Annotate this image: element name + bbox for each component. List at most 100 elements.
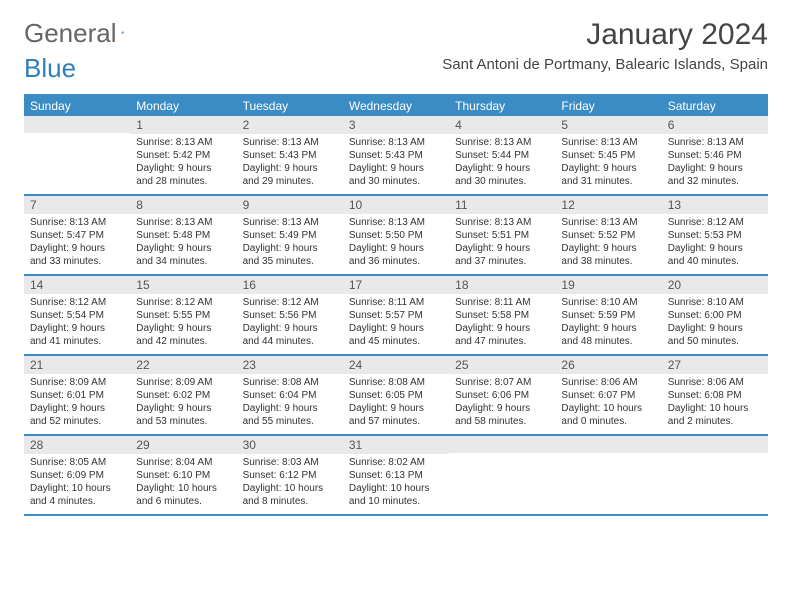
day-body (662, 453, 768, 459)
day-number: 21 (24, 356, 130, 374)
day-line: Sunrise: 8:13 AM (243, 136, 337, 149)
day-cell: 14Sunrise: 8:12 AMSunset: 5:54 PMDayligh… (24, 276, 130, 354)
day-body: Sunrise: 8:06 AMSunset: 6:08 PMDaylight:… (662, 374, 768, 432)
day-cell: 17Sunrise: 8:11 AMSunset: 5:57 PMDayligh… (343, 276, 449, 354)
day-body: Sunrise: 8:10 AMSunset: 5:59 PMDaylight:… (555, 294, 661, 352)
day-body: Sunrise: 8:03 AMSunset: 6:12 PMDaylight:… (237, 454, 343, 512)
day-cell: 1Sunrise: 8:13 AMSunset: 5:42 PMDaylight… (130, 116, 236, 194)
day-line: Sunrise: 8:13 AM (455, 136, 549, 149)
day-line: Sunset: 6:10 PM (136, 469, 230, 482)
weekday-thursday: Thursday (449, 96, 555, 116)
day-cell: 21Sunrise: 8:09 AMSunset: 6:01 PMDayligh… (24, 356, 130, 434)
day-number: 17 (343, 276, 449, 294)
day-line: Daylight: 9 hours (136, 242, 230, 255)
day-line: Daylight: 9 hours (243, 162, 337, 175)
day-line: and 8 minutes. (243, 495, 337, 508)
day-line: Sunrise: 8:12 AM (136, 296, 230, 309)
logo-text-2: Blue (24, 53, 76, 84)
day-cell: 18Sunrise: 8:11 AMSunset: 5:58 PMDayligh… (449, 276, 555, 354)
day-cell: 10Sunrise: 8:13 AMSunset: 5:50 PMDayligh… (343, 196, 449, 274)
day-number: 16 (237, 276, 343, 294)
day-body: Sunrise: 8:12 AMSunset: 5:56 PMDaylight:… (237, 294, 343, 352)
day-line: Sunrise: 8:13 AM (349, 216, 443, 229)
logo-sail-icon (121, 21, 124, 43)
day-line: Daylight: 9 hours (668, 242, 762, 255)
day-line: and 30 minutes. (349, 175, 443, 188)
day-line: and 58 minutes. (455, 415, 549, 428)
day-cell: 27Sunrise: 8:06 AMSunset: 6:08 PMDayligh… (662, 356, 768, 434)
day-cell: 19Sunrise: 8:10 AMSunset: 5:59 PMDayligh… (555, 276, 661, 354)
day-line: and 32 minutes. (668, 175, 762, 188)
day-line: and 35 minutes. (243, 255, 337, 268)
day-cell (24, 116, 130, 194)
day-body: Sunrise: 8:13 AMSunset: 5:47 PMDaylight:… (24, 214, 130, 272)
day-number: 13 (662, 196, 768, 214)
day-number: 18 (449, 276, 555, 294)
day-line: and 0 minutes. (561, 415, 655, 428)
weekday-monday: Monday (130, 96, 236, 116)
day-line: Sunset: 5:49 PM (243, 229, 337, 242)
day-cell: 12Sunrise: 8:13 AMSunset: 5:52 PMDayligh… (555, 196, 661, 274)
day-number: 30 (237, 436, 343, 454)
day-cell: 4Sunrise: 8:13 AMSunset: 5:44 PMDaylight… (449, 116, 555, 194)
day-line: Sunset: 6:13 PM (349, 469, 443, 482)
day-body: Sunrise: 8:09 AMSunset: 6:01 PMDaylight:… (24, 374, 130, 432)
day-number: 23 (237, 356, 343, 374)
day-line: and 42 minutes. (136, 335, 230, 348)
day-line: Daylight: 10 hours (136, 482, 230, 495)
day-body: Sunrise: 8:13 AMSunset: 5:43 PMDaylight:… (237, 134, 343, 192)
day-line: Sunrise: 8:06 AM (668, 376, 762, 389)
day-line: Daylight: 9 hours (30, 402, 124, 415)
day-number: 19 (555, 276, 661, 294)
day-body: Sunrise: 8:13 AMSunset: 5:51 PMDaylight:… (449, 214, 555, 272)
day-line: Sunset: 5:58 PM (455, 309, 549, 322)
day-line: Sunrise: 8:09 AM (136, 376, 230, 389)
day-line: Sunrise: 8:13 AM (561, 216, 655, 229)
day-line: and 41 minutes. (30, 335, 124, 348)
day-body: Sunrise: 8:08 AMSunset: 6:04 PMDaylight:… (237, 374, 343, 432)
day-line: Sunrise: 8:10 AM (668, 296, 762, 309)
day-line: Sunrise: 8:02 AM (349, 456, 443, 469)
day-line: and 57 minutes. (349, 415, 443, 428)
day-line: Daylight: 9 hours (455, 242, 549, 255)
day-line: and 38 minutes. (561, 255, 655, 268)
day-body: Sunrise: 8:11 AMSunset: 5:57 PMDaylight:… (343, 294, 449, 352)
weeks-container: 1Sunrise: 8:13 AMSunset: 5:42 PMDaylight… (24, 116, 768, 516)
day-line: and 45 minutes. (349, 335, 443, 348)
day-body: Sunrise: 8:07 AMSunset: 6:06 PMDaylight:… (449, 374, 555, 432)
day-line: Sunset: 5:45 PM (561, 149, 655, 162)
day-body: Sunrise: 8:05 AMSunset: 6:09 PMDaylight:… (24, 454, 130, 512)
day-line: Daylight: 9 hours (668, 322, 762, 335)
day-cell: 16Sunrise: 8:12 AMSunset: 5:56 PMDayligh… (237, 276, 343, 354)
day-line: and 4 minutes. (30, 495, 124, 508)
day-line: Sunset: 5:43 PM (243, 149, 337, 162)
day-line: Daylight: 10 hours (243, 482, 337, 495)
day-line: Daylight: 9 hours (349, 242, 443, 255)
day-body: Sunrise: 8:13 AMSunset: 5:49 PMDaylight:… (237, 214, 343, 272)
day-line: Sunset: 5:50 PM (349, 229, 443, 242)
weekday-saturday: Saturday (662, 96, 768, 116)
day-number: 4 (449, 116, 555, 134)
day-line: Sunset: 6:04 PM (243, 389, 337, 402)
day-line: and 31 minutes. (561, 175, 655, 188)
day-line: Daylight: 9 hours (561, 162, 655, 175)
day-number: 29 (130, 436, 236, 454)
day-line: Daylight: 9 hours (136, 322, 230, 335)
day-body: Sunrise: 8:02 AMSunset: 6:13 PMDaylight:… (343, 454, 449, 512)
day-number: 9 (237, 196, 343, 214)
day-line: Sunset: 6:07 PM (561, 389, 655, 402)
weekday-wednesday: Wednesday (343, 96, 449, 116)
day-line: Sunset: 6:02 PM (136, 389, 230, 402)
day-line: Daylight: 9 hours (30, 242, 124, 255)
day-line: Daylight: 9 hours (349, 402, 443, 415)
day-number (662, 436, 768, 453)
week-row: 14Sunrise: 8:12 AMSunset: 5:54 PMDayligh… (24, 276, 768, 356)
day-number: 2 (237, 116, 343, 134)
day-body (449, 453, 555, 459)
day-number: 22 (130, 356, 236, 374)
day-line: Sunrise: 8:03 AM (243, 456, 337, 469)
day-line: Sunrise: 8:13 AM (136, 136, 230, 149)
day-number: 25 (449, 356, 555, 374)
day-cell: 28Sunrise: 8:05 AMSunset: 6:09 PMDayligh… (24, 436, 130, 514)
day-cell: 5Sunrise: 8:13 AMSunset: 5:45 PMDaylight… (555, 116, 661, 194)
